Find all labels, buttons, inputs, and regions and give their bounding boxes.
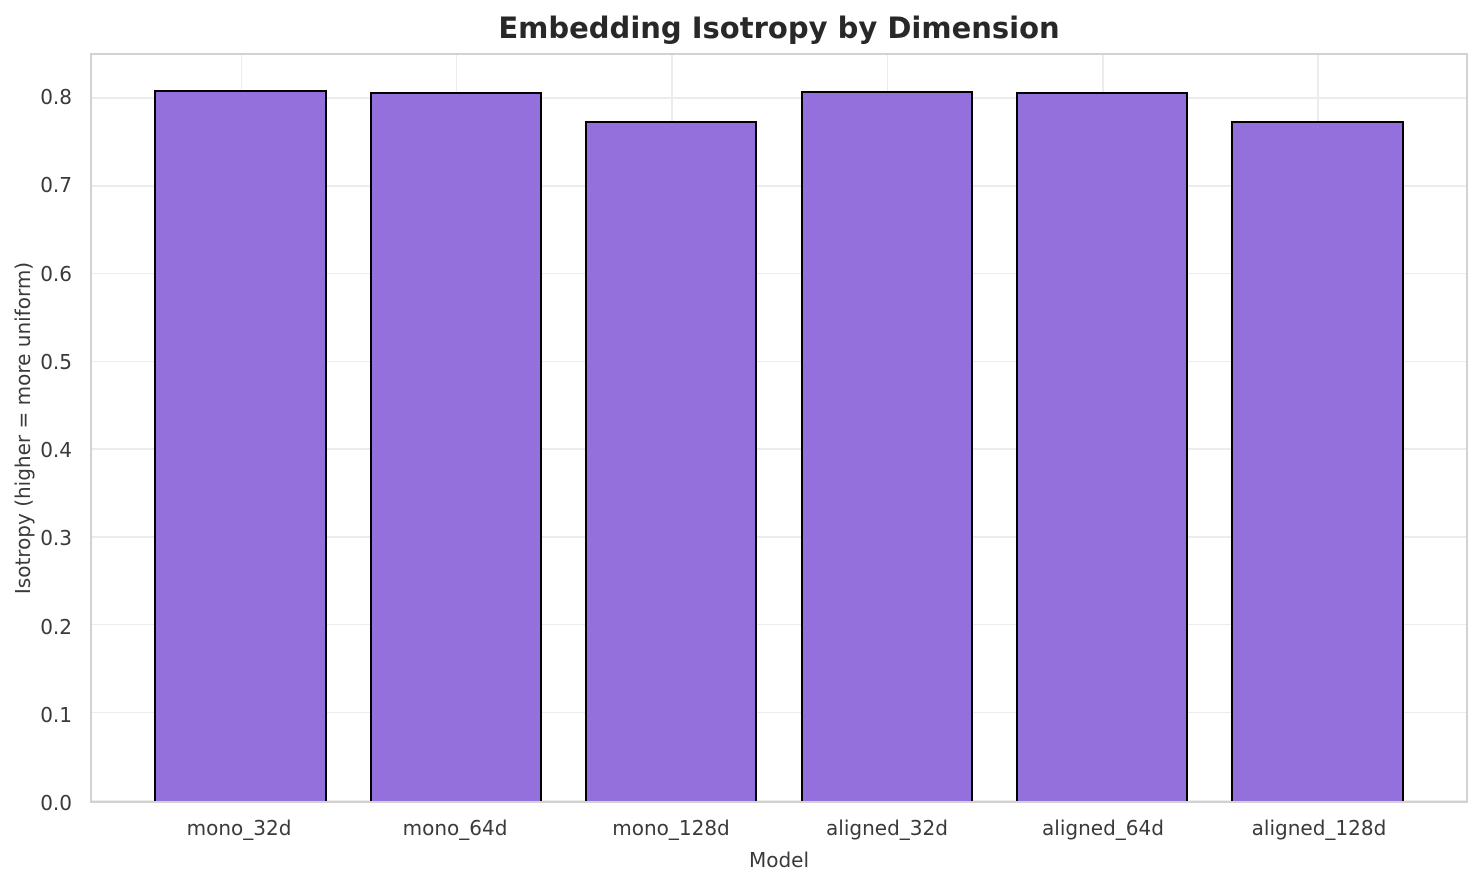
y-tick-label-0.3: 0.3 <box>40 526 72 551</box>
h-gridline-0.3 <box>92 536 1466 538</box>
x-tick-label-aligned_32d: aligned_32d <box>826 816 948 840</box>
bar-mono_32d <box>154 90 327 801</box>
h-gridline-0.0 <box>92 799 1466 801</box>
h-gridline-0.1 <box>92 711 1466 714</box>
x-tick-label-aligned_64d: aligned_64d <box>1042 816 1164 840</box>
bar-mono_64d <box>369 91 543 801</box>
x-tick-label-mono_64d: mono_64d <box>402 816 508 840</box>
y-tick-label-0.4: 0.4 <box>40 438 72 463</box>
h-gridline-0.5 <box>92 360 1466 363</box>
y-tick-label-0.1: 0.1 <box>40 702 72 727</box>
bar-aligned_64d <box>1015 91 1189 801</box>
h-gridline-0.8 <box>92 97 1466 99</box>
h-gridline-0.4 <box>92 448 1466 450</box>
bar-aligned_128d <box>1231 120 1404 801</box>
bar-aligned_32d <box>800 90 973 801</box>
y-tick-label-0.0: 0.0 <box>40 791 72 815</box>
y-tick-label-0.7: 0.7 <box>40 173 72 198</box>
plot-area <box>90 53 1468 803</box>
y-tick-label-0.6: 0.6 <box>40 261 72 286</box>
bar-mono_128d <box>585 120 758 801</box>
h-gridline-0.2 <box>92 623 1466 626</box>
x-tick-label-mono_32d: mono_32d <box>186 816 292 840</box>
h-gridline-0.6 <box>92 272 1466 275</box>
chart-title: Embedding Isotropy by Dimension <box>498 11 1060 45</box>
y-tick-label-0.5: 0.5 <box>40 349 72 374</box>
x-tick-label-aligned_128d: aligned_128d <box>1251 816 1387 840</box>
x-axis-label: Model <box>748 848 810 872</box>
y-tick-label-0.8: 0.8 <box>40 85 72 110</box>
y-tick-label-0.2: 0.2 <box>40 614 72 639</box>
x-tick-label-mono_128d: mono_128d <box>612 816 730 840</box>
h-gridline-0.7 <box>92 185 1466 187</box>
